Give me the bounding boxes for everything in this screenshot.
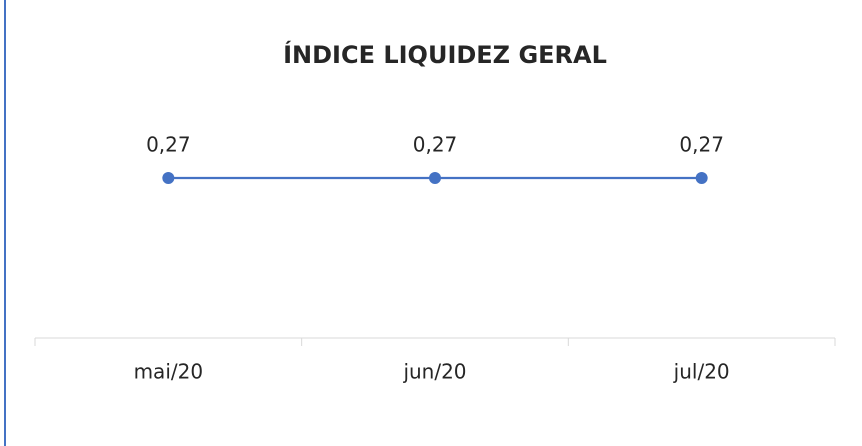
- data-label: 0,27: [413, 133, 458, 157]
- data-label: 0,27: [679, 133, 724, 157]
- point: [162, 172, 175, 184]
- x-tick-label: jul/20: [673, 360, 730, 384]
- data-label: 0,27: [146, 133, 191, 157]
- x-tick-label: jun/20: [402, 360, 466, 384]
- x-tick-label: mai/20: [134, 360, 203, 384]
- point: [695, 172, 708, 184]
- chart-title: ÍNDICE LIQUIDEZ GERAL: [283, 40, 607, 69]
- point: [429, 172, 441, 184]
